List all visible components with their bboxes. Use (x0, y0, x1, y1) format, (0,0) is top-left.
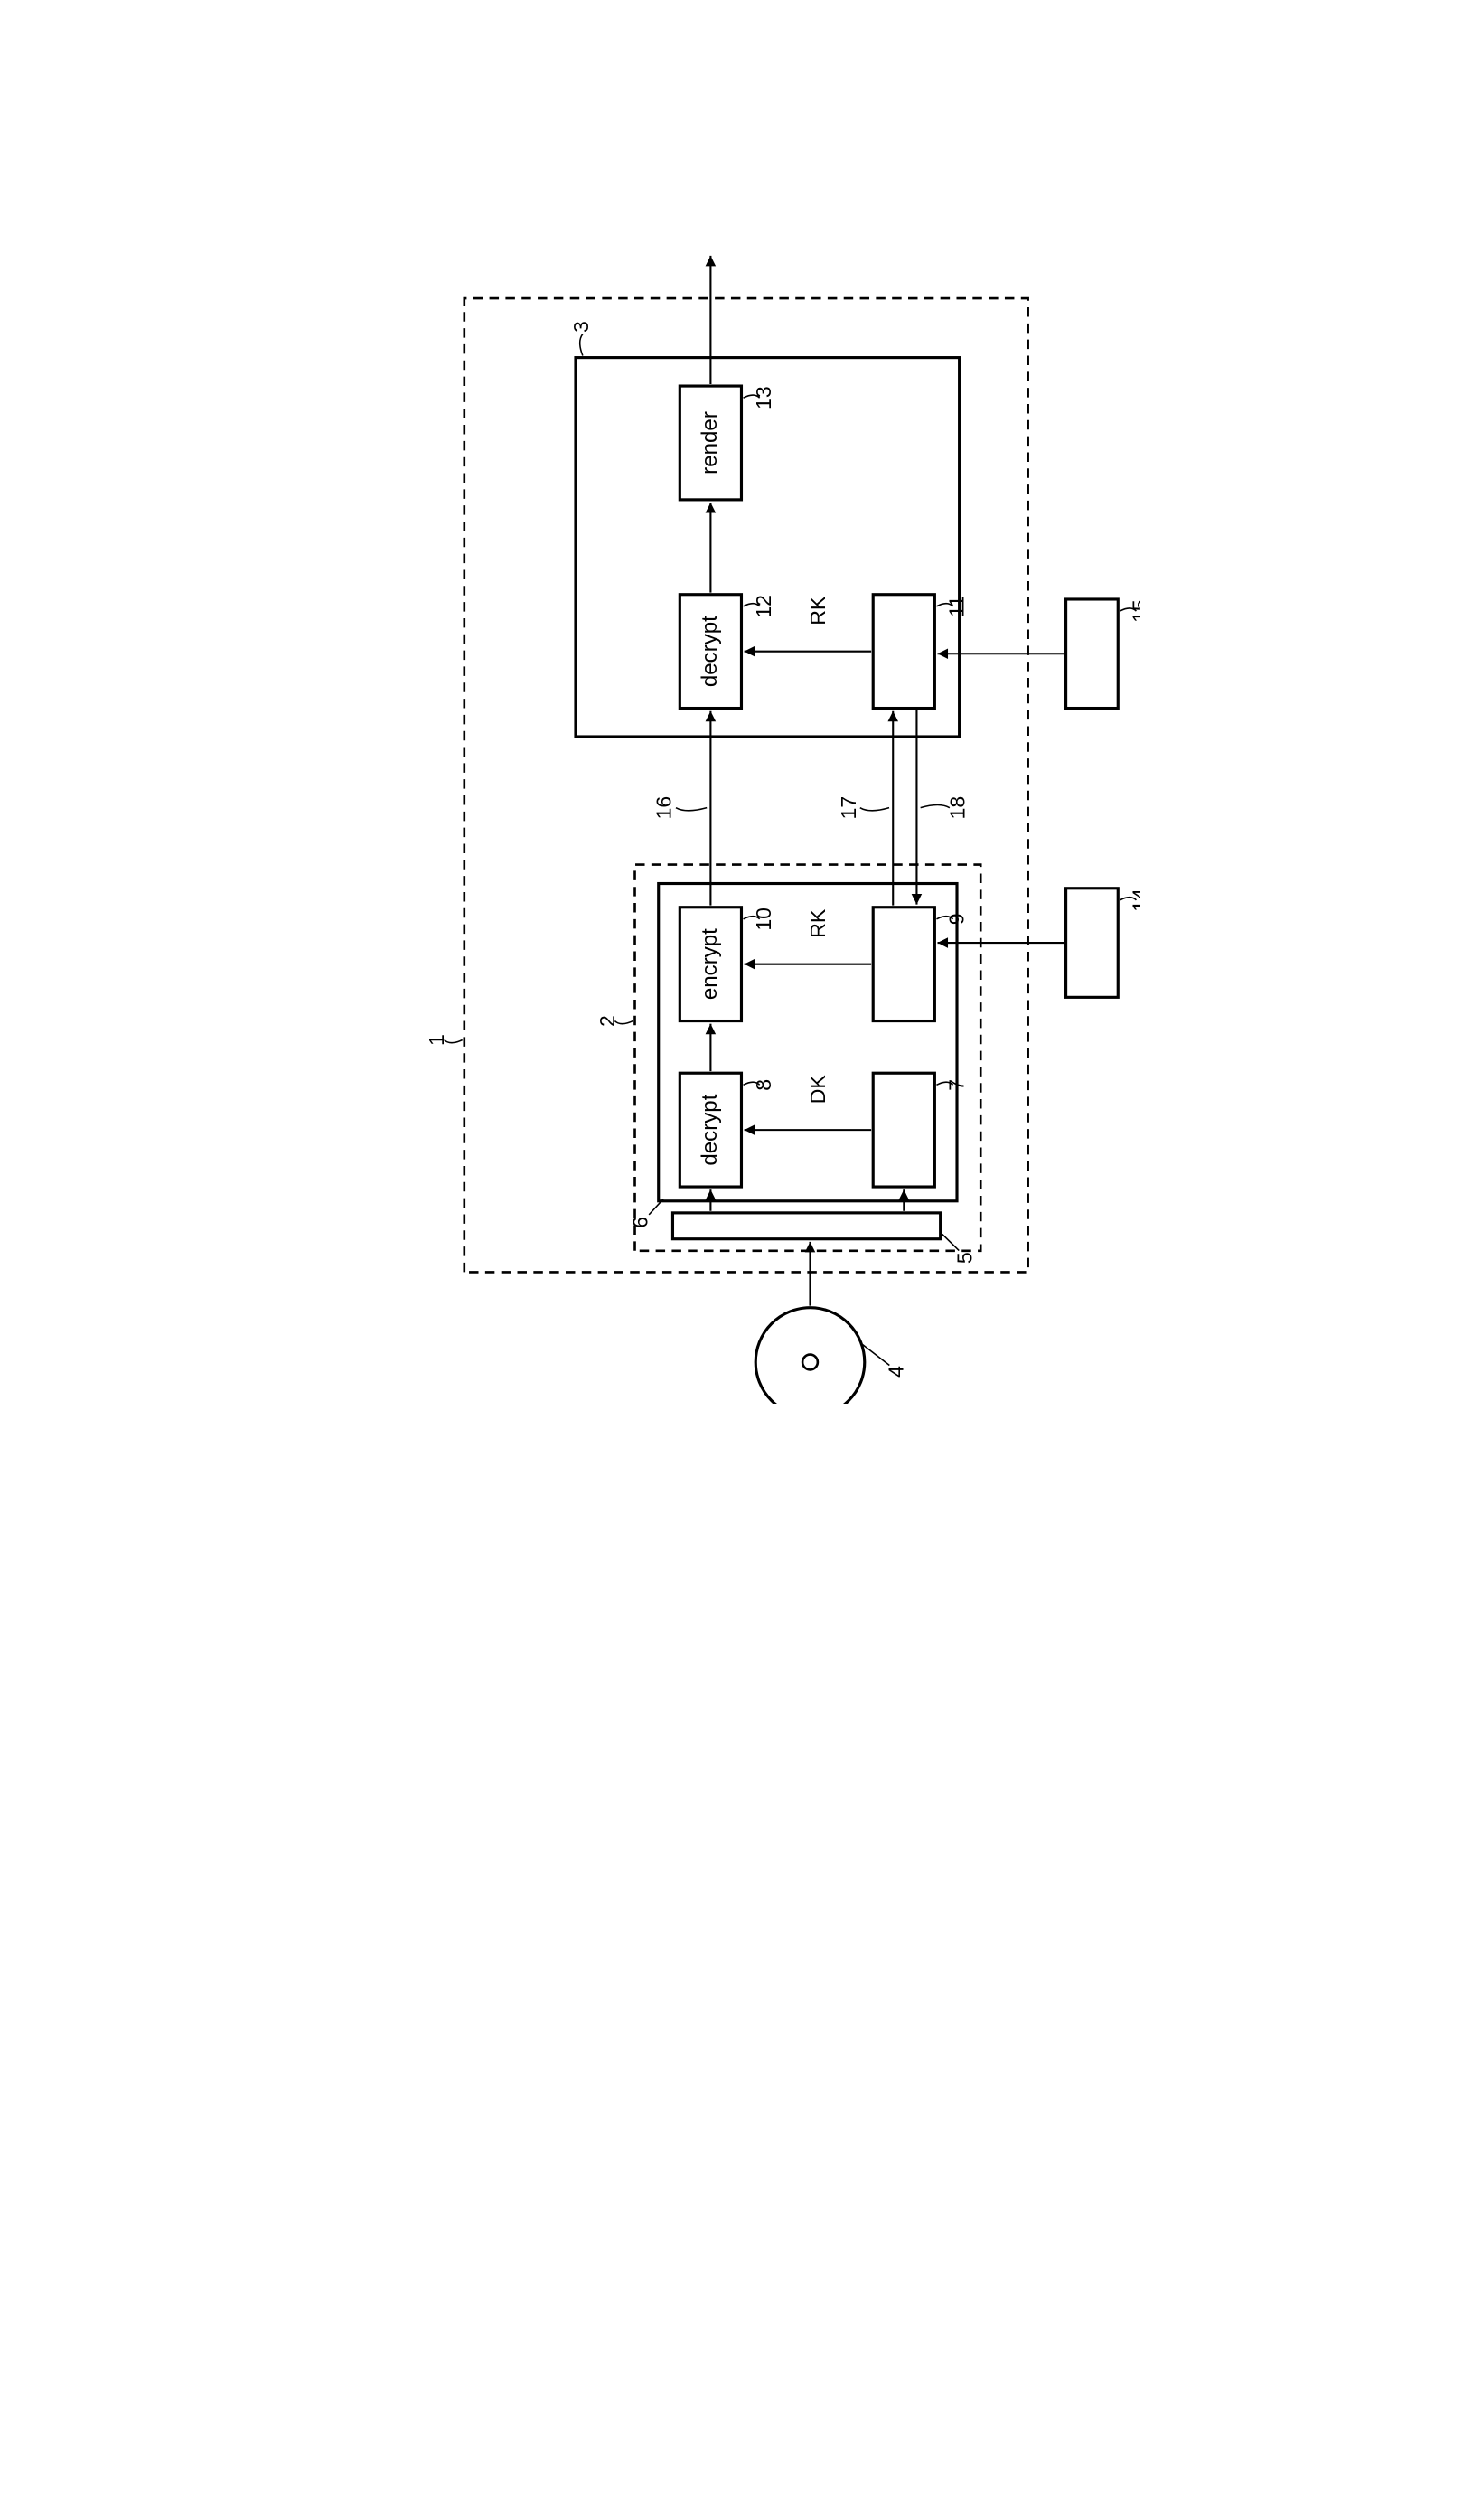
svg-text:encrypt: encrypt (697, 928, 721, 1000)
svg-text:4: 4 (884, 1366, 907, 1378)
svg-text:7: 7 (944, 1079, 968, 1091)
svg-text:RK: RK (806, 908, 830, 938)
svg-text:12: 12 (751, 595, 774, 618)
svg-text:15: 15 (1128, 599, 1140, 623)
svg-text:decrypt: decrypt (697, 1094, 721, 1165)
svg-text:16: 16 (652, 796, 675, 820)
svg-text:6: 6 (628, 1217, 652, 1228)
svg-text:DK: DK (806, 1075, 830, 1105)
svg-text:13: 13 (751, 386, 774, 409)
svg-text:RK: RK (806, 596, 830, 625)
svg-text:3: 3 (568, 321, 592, 333)
svg-text:10: 10 (751, 907, 774, 931)
svg-text:decrypt: decrypt (697, 616, 721, 687)
svg-text:14: 14 (1128, 889, 1140, 912)
svg-text:5: 5 (952, 1252, 976, 1264)
block-diagram: decrypt encrypt decrypt render DK RK RK 12 3 4 5 6 7… (332, 18, 1141, 1404)
svg-text:9: 9 (944, 913, 968, 925)
svg-text:11: 11 (944, 596, 968, 617)
svg-text:render: render (697, 411, 721, 475)
svg-text:8: 8 (751, 1079, 774, 1091)
svg-text:17: 17 (837, 796, 860, 820)
